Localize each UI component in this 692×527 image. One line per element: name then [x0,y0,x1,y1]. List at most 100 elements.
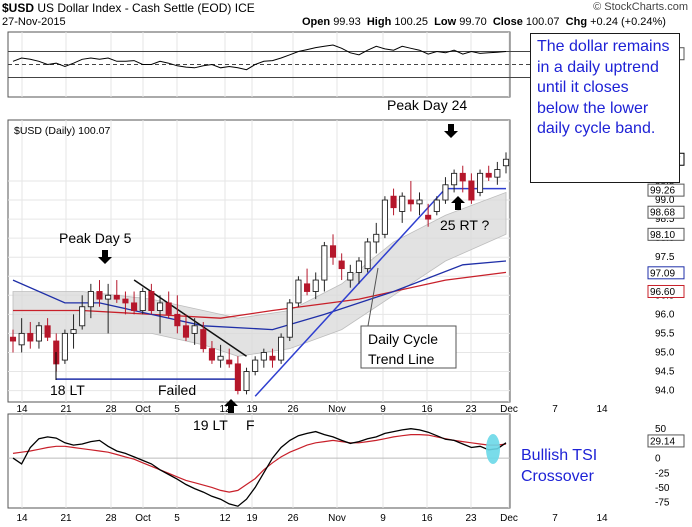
price-label: 96.60 [650,287,675,298]
rt25-label: 25 RT ? [440,217,490,233]
candle-body [338,260,345,270]
tsi-last-value: 29.14 [650,436,675,447]
lt19-label: 19 LT [193,417,228,433]
x-tick-label: 5 [174,404,180,415]
y-tick-label: 94.5 [655,367,675,378]
trend-label-line1: Daily Cycle [368,331,438,347]
chg-value: +0.24 (+0.24%) [590,16,666,28]
candle-body [27,332,34,342]
chg-label: Chg [565,16,588,28]
y-tick-label: 98.5 [655,214,675,225]
tsi-y-tick: 0 [655,454,661,465]
candle-body [451,172,458,186]
low-value: 99.70 [459,16,487,28]
candle-body [208,348,215,361]
candle-body [494,169,501,178]
trend-label-box [360,325,457,369]
panel-frame-3 [7,413,511,509]
x-tick-label-bottom: 9 [380,513,386,524]
candle-body [165,302,172,315]
lt19-f-label: F [246,417,255,433]
candle-body [329,245,337,258]
candle-body [355,260,363,273]
candle-body [191,325,198,334]
candle-body [139,291,146,311]
ohlc-readout: Open 99.93 High 100.25 Low 99.70 Close 1… [302,16,666,28]
x-tick-label: 7 [552,404,558,415]
tsi-annotation-line1: Bullish TSI [521,447,597,464]
price-label: 97.09 [650,268,675,279]
x-tick-label: 19 [246,404,258,415]
candle-body [459,172,466,182]
open-value: 99.93 [333,16,361,28]
candle-body [148,291,155,311]
drawn-line [254,188,447,397]
candle-body [252,359,259,372]
candle-body [9,336,17,342]
x-tick-label-bottom: 14 [596,513,608,524]
x-tick-label-bottom: Nov [328,513,346,524]
candle-body [304,283,311,292]
candle-body [217,355,224,361]
candle-body [468,180,475,201]
candle-body [96,291,103,300]
peak-day-5-label: Peak Day 5 [59,230,132,246]
upper-indicator-line [12,44,507,71]
x-tick-label-bottom: 21 [60,513,72,524]
y-tick-label: 96.0 [655,309,675,320]
x-tick-label-bottom: 28 [105,513,117,524]
x-tick-label: 14 [16,404,28,415]
cycle-band [12,191,507,357]
close-label: Close [492,16,523,28]
candle-body [416,199,423,205]
price-label: 99.26 [650,186,675,197]
lt19-arrow [224,399,238,413]
price-label-box [647,183,685,197]
candle-body [433,199,440,212]
x-tick-label: 21 [60,404,72,415]
x-tick-label: Dec [500,404,518,415]
tsi-line [12,428,507,507]
rt25-arrow [451,196,465,210]
candle-body [44,325,51,338]
exchange-text: ICE [234,1,255,15]
symbol-text: $USD [2,1,35,15]
candle-body [286,302,293,338]
x-tick-label-bottom: 5 [174,513,180,524]
tsi-last-value-box [647,434,685,448]
candle-body [312,279,319,292]
candle-body [347,271,354,281]
candle-body [381,199,388,235]
peak-day-5-arrow [98,250,112,264]
lt18-label: 18 LT [50,382,85,398]
candle-body [156,302,164,311]
watermark: © StockCharts.com [593,1,688,13]
y-tick-label: 97.5 [655,252,675,263]
y-tick-label: 99.0 [655,195,675,206]
trend-label-line2: Trend Line [368,351,435,367]
price-label-box [647,284,685,298]
candle-body [70,329,77,334]
x-tick-label-bottom: 16 [421,513,433,524]
x-tick-label-bottom: 23 [465,513,477,524]
candle-body [243,371,250,392]
tsi-crossover-highlight [486,434,500,464]
x-tick-label: Nov [328,404,346,415]
chart-header-title: $USD US Dollar Index - Cash Settle (EOD)… [2,1,255,15]
candle-body [407,199,414,205]
x-tick-label-bottom: 14 [16,513,28,524]
candle-body [477,172,484,193]
price-label-box [647,205,685,219]
price-label-box [647,266,685,280]
x-tick-label-bottom: Dec [500,513,518,524]
tsi-y-tick: -25 [655,468,670,479]
tsi-annotation-line2: Crossover [521,468,595,485]
tsi-y-tick: -50 [655,483,670,494]
candle-body [226,359,233,365]
panel-frame-1 [7,31,511,98]
x-tick-label: Oct [135,404,151,415]
price-label: 98.10 [650,230,675,241]
candle-body [122,298,129,304]
peak-day-24-arrow [444,124,458,138]
candle-body [390,195,397,209]
